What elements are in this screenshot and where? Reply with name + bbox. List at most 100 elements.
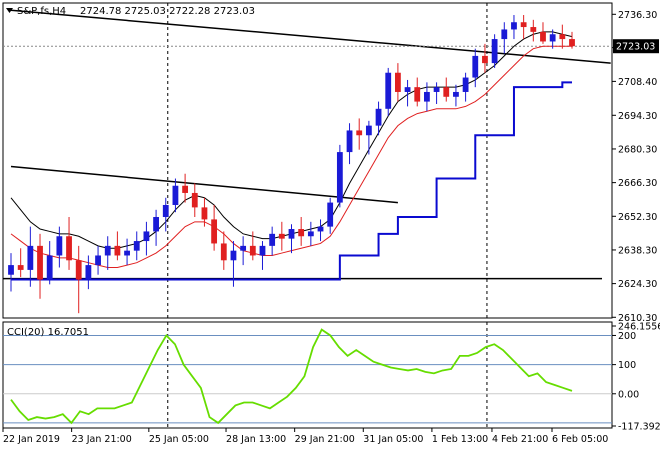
candle-body bbox=[482, 55, 488, 64]
candle-body bbox=[104, 245, 111, 256]
candle bbox=[191, 183, 198, 218]
candle-body bbox=[491, 39, 498, 64]
cci-tick-label: -117.3926 bbox=[618, 422, 660, 433]
candle-body bbox=[501, 29, 508, 40]
candle-body bbox=[317, 226, 324, 232]
candle bbox=[124, 238, 130, 266]
candle bbox=[491, 34, 498, 68]
candle-body bbox=[404, 87, 411, 92]
candle-body bbox=[95, 255, 101, 266]
price-axis: 2736.302722.452708.402694.302680.302666.… bbox=[612, 10, 659, 324]
candle-body bbox=[124, 250, 130, 256]
candle bbox=[462, 72, 469, 102]
time-tick-label: 29 Jan 21:00 bbox=[295, 434, 355, 445]
cci-tick-label: 200 bbox=[618, 331, 636, 342]
chart-symbol: S&P,fs,H4 bbox=[17, 6, 66, 17]
cci-panel-frame bbox=[2, 321, 613, 429]
candle-body bbox=[37, 245, 43, 280]
candle bbox=[143, 221, 150, 256]
time-tick-label: 4 Feb 21:00 bbox=[492, 434, 548, 445]
candle bbox=[37, 233, 43, 299]
candle bbox=[443, 77, 450, 102]
candle-body bbox=[8, 265, 14, 275]
cci-title: CCI(20) 16.7051 bbox=[7, 327, 89, 338]
candle bbox=[46, 241, 53, 285]
candle-body bbox=[375, 108, 382, 126]
candle-body bbox=[172, 185, 179, 205]
candle bbox=[288, 224, 295, 254]
chart-ohlc: 2724.78 2725.03 2722.28 2723.03 bbox=[80, 6, 255, 17]
candle-body bbox=[511, 22, 517, 30]
candle-body bbox=[201, 207, 208, 220]
candle-body bbox=[569, 39, 575, 47]
candle-body bbox=[133, 241, 140, 251]
price-tick-label: 2680.30 bbox=[618, 144, 657, 155]
candle-body bbox=[472, 55, 479, 78]
candle bbox=[27, 226, 34, 287]
candle bbox=[520, 15, 527, 40]
candle-body bbox=[249, 245, 256, 256]
candle bbox=[540, 22, 546, 44]
price-tick-label: 2638.30 bbox=[618, 245, 657, 256]
candle bbox=[356, 118, 363, 150]
candle bbox=[220, 231, 227, 270]
candle bbox=[472, 48, 479, 88]
support-step-line bbox=[11, 81, 572, 281]
candle bbox=[394, 63, 401, 102]
candle bbox=[75, 245, 82, 314]
price-tick-label: 2666.30 bbox=[618, 178, 657, 189]
price-tick-label: 2610.30 bbox=[618, 313, 657, 324]
candle bbox=[133, 231, 140, 261]
candle-body bbox=[56, 236, 63, 256]
candle-body bbox=[433, 87, 440, 92]
candle bbox=[240, 236, 247, 266]
candle bbox=[424, 82, 430, 112]
candle bbox=[259, 241, 266, 270]
trendline bbox=[10, 9, 611, 64]
candle bbox=[511, 15, 517, 40]
candle bbox=[278, 221, 285, 251]
candle-body bbox=[336, 152, 343, 203]
candle bbox=[56, 226, 63, 268]
cci-line bbox=[10, 328, 573, 425]
candle bbox=[414, 77, 421, 107]
candle-body bbox=[385, 72, 392, 109]
candle bbox=[104, 236, 111, 270]
candle bbox=[269, 226, 276, 256]
candle-body bbox=[230, 250, 237, 261]
candle bbox=[346, 123, 353, 165]
candle bbox=[298, 217, 305, 246]
price-tick-label: 2624.30 bbox=[618, 279, 657, 290]
candle bbox=[17, 248, 24, 278]
candle-body bbox=[240, 245, 247, 251]
candle bbox=[85, 255, 92, 290]
candle bbox=[172, 178, 179, 213]
candle bbox=[66, 217, 72, 270]
candle-body bbox=[143, 231, 150, 242]
price-plot bbox=[3, 9, 612, 314]
candle-body bbox=[46, 255, 53, 280]
menu-triangle-icon[interactable] bbox=[6, 8, 13, 13]
candle-body bbox=[327, 202, 334, 227]
time-tick-label: 1 Feb 13:00 bbox=[432, 434, 488, 445]
candle bbox=[559, 24, 566, 49]
candle-body bbox=[85, 265, 92, 280]
candle-body bbox=[182, 185, 189, 193]
candle-body bbox=[269, 233, 276, 246]
candle bbox=[549, 29, 556, 49]
candle-body bbox=[307, 231, 314, 237]
candle-body bbox=[153, 217, 159, 232]
candle bbox=[385, 67, 392, 117]
candle-body bbox=[453, 91, 459, 97]
candle-body bbox=[414, 87, 421, 102]
time-tick-label: 31 Jan 05:00 bbox=[363, 434, 423, 445]
candle bbox=[95, 245, 101, 275]
candle-body bbox=[520, 22, 527, 28]
trendline bbox=[10, 165, 398, 204]
candle bbox=[327, 197, 334, 234]
price-tick-label: 2694.30 bbox=[618, 111, 657, 122]
candle bbox=[230, 241, 237, 287]
price-tick-label: 2652.30 bbox=[618, 212, 657, 223]
